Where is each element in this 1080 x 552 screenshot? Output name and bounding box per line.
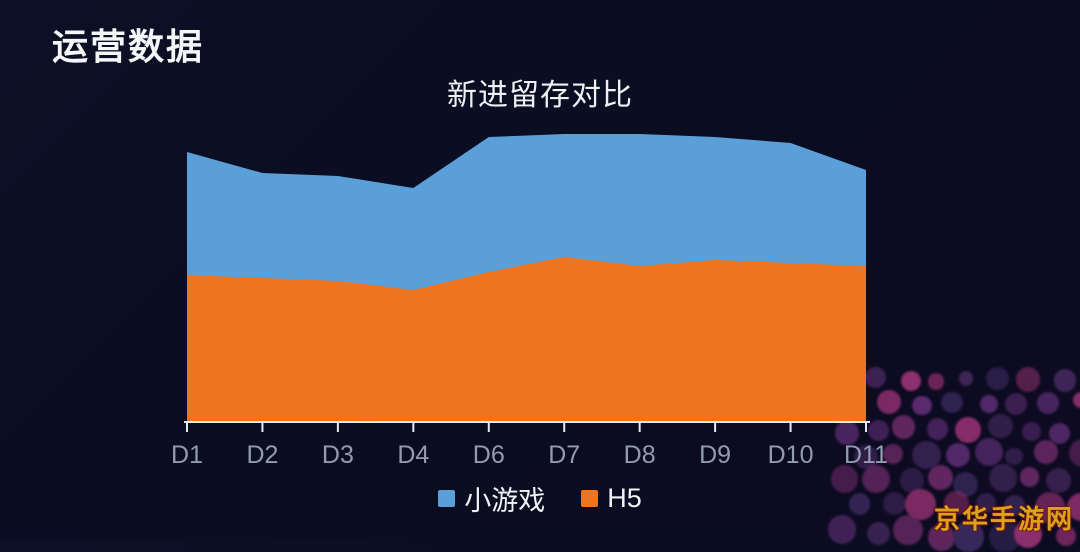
- decor-dot: [835, 421, 859, 445]
- x-axis-tick: [714, 423, 717, 432]
- decor-dot: [830, 465, 859, 494]
- x-axis-label: D7: [548, 441, 581, 469]
- decor-dot: [946, 442, 971, 467]
- legend: 小游戏 H5: [0, 479, 1080, 518]
- x-axis-line: [184, 421, 870, 423]
- x-axis-label: D1: [171, 441, 203, 469]
- decor-dot: [891, 415, 916, 439]
- x-axis-tick: [865, 423, 867, 432]
- x-axis-label: D3: [321, 441, 354, 469]
- decor-dot: [1015, 367, 1041, 393]
- decor-dot: [941, 391, 964, 414]
- x-axis-tick: [789, 423, 792, 432]
- decor-dot: [867, 420, 889, 441]
- decor-dot: [899, 468, 925, 493]
- decor-dot: [1005, 392, 1028, 415]
- decor-dot: [927, 418, 949, 440]
- legend-label-h5: H5: [607, 483, 642, 513]
- decor-dot: [861, 464, 890, 494]
- legend-label-minigame: 小游戏: [464, 486, 546, 516]
- stacked-area-chart: [184, 134, 870, 432]
- decor-dot: [975, 438, 1004, 466]
- decor-dot: [1034, 492, 1066, 524]
- decor-dot: [901, 370, 922, 391]
- x-axis-tick: [487, 423, 490, 432]
- x-axis-label: D6: [472, 441, 505, 469]
- watermark: 京华手游网: [933, 504, 1074, 534]
- decor-dot: [848, 493, 871, 515]
- decor-dot: [864, 366, 886, 388]
- x-axis-tick: [638, 423, 641, 432]
- decor-dot: [1073, 392, 1080, 409]
- decor-dot: [883, 492, 906, 515]
- decor-dot: [1004, 447, 1023, 466]
- decor-dot: [1037, 391, 1060, 414]
- decor-dot: [1046, 467, 1072, 493]
- decor-dot: [912, 440, 941, 470]
- decor-dot: [1022, 422, 1041, 441]
- decor-dot: [927, 465, 953, 491]
- decor-dot: [1066, 492, 1080, 522]
- x-axis-tick: [261, 423, 264, 432]
- decor-dot: [927, 373, 945, 390]
- x-axis-tick: [563, 423, 566, 432]
- decor-dot: [1048, 422, 1070, 444]
- decor-dot: [944, 490, 969, 515]
- x-axis-label: D9: [699, 441, 732, 469]
- x-axis-label: D11: [843, 441, 889, 469]
- decor-dot: [958, 371, 974, 386]
- decor-dot: [883, 444, 903, 464]
- x-axis-label: D8: [623, 441, 656, 469]
- decor-dot: [1034, 440, 1058, 464]
- decor-dot: [975, 492, 997, 514]
- x-axis-label: D10: [767, 441, 814, 469]
- series-area-h5: [187, 257, 866, 422]
- chart-title: 新进留存对比: [447, 79, 633, 112]
- x-axis-tick: [336, 423, 339, 432]
- decor-dot: [876, 389, 901, 414]
- page-title: 运营数据: [52, 26, 205, 67]
- x-axis-tick: [186, 423, 188, 432]
- x-axis-tick: [412, 423, 415, 432]
- decor-dot: [1019, 467, 1040, 487]
- decor-dot: [979, 394, 999, 414]
- decor-dot: [1053, 368, 1077, 392]
- legend-swatch-minigame: [438, 490, 456, 507]
- decor-dot: [985, 366, 1009, 390]
- legend-swatch-h5: [581, 490, 599, 507]
- decor-dot: [912, 395, 932, 416]
- decor-dot: [988, 413, 1013, 439]
- decor-dot: [1003, 494, 1025, 516]
- legend-item-minigame: 小游戏: [438, 479, 545, 518]
- x-axis-label: D2: [246, 441, 279, 469]
- decor-dot: [954, 416, 982, 443]
- decor-dot: [1068, 438, 1080, 467]
- decor-dot: [989, 463, 1018, 492]
- x-axis-label: D4: [397, 441, 430, 469]
- legend-item-h5: H5: [581, 483, 642, 514]
